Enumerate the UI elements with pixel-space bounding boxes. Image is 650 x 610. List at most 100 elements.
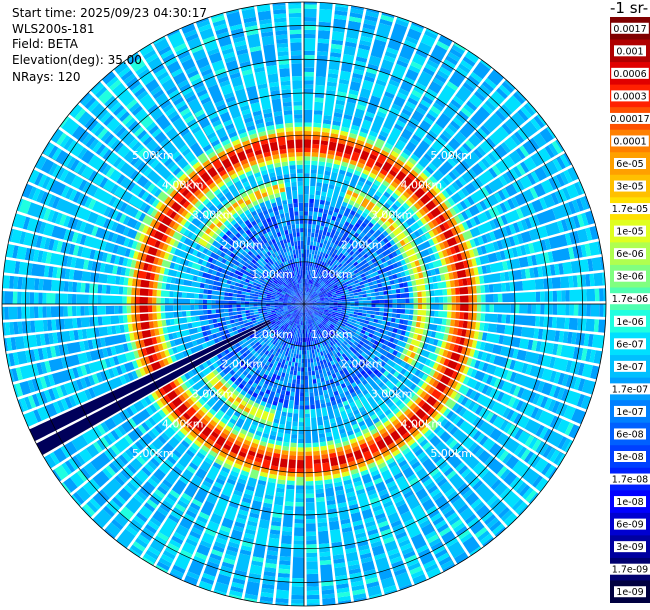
ray-cells [298,202,304,283]
ray-cells [207,308,263,320]
ray-cells [202,299,304,304]
ray-cells [280,331,295,369]
ray-cells [149,218,176,237]
ray-cells [40,158,260,282]
ray-cells [232,293,275,301]
ray-cells [268,444,282,480]
ray-cells [412,315,451,326]
ray-cells [420,382,428,390]
ray-cells [305,223,312,279]
ray-cells [295,305,300,307]
ray-cells [12,245,247,295]
ray-cells [287,446,297,481]
ray-cells [410,240,473,268]
colorbar-label: 0.0003 [613,91,646,102]
ray-cells [247,310,299,364]
ray-cells [277,136,287,154]
ray-cells [135,287,141,296]
ray-cells [346,359,495,547]
ray-cells [294,130,303,157]
ray-cells [312,379,317,384]
ray-cells [323,22,425,254]
ray-cells [308,304,397,313]
ray-cells [448,343,468,355]
ray-cells [139,356,173,377]
ray-cells [338,406,395,545]
ray-cells [75,371,205,466]
ray-cells [309,310,367,376]
ray-cells [251,274,301,303]
ray-cells [256,242,297,295]
ray-cells [222,320,286,375]
ray-cells [374,161,383,169]
ray-cells [203,396,242,450]
ray-cells [344,193,352,200]
ray-cells [219,245,304,304]
ray-cells [154,240,161,249]
ray-cells [285,233,304,304]
ray-cells [220,304,304,357]
ray-cells [310,309,380,369]
ray-cells [316,305,325,309]
ray-cells [198,293,283,303]
ray-cells [310,408,331,557]
ray-cells [140,279,150,288]
colorbar-label-bg [614,360,646,372]
ray-cells [8,228,231,289]
ray-cells [309,237,318,271]
ray-cells [366,295,385,301]
ray-cells [313,127,321,132]
colorbar-label: 3e-09 [616,542,643,553]
ray-cells [216,331,258,360]
ray-cells [214,399,255,466]
colorbar-label: 0.0017 [613,24,646,35]
ray-cells [185,167,235,223]
ray-cells [261,143,271,154]
ray-cells [341,132,358,168]
ray-cells [440,365,447,374]
ray-cells [452,268,471,279]
ray-cells [220,304,300,322]
ray-cells [409,402,433,426]
ray-cells [319,310,375,335]
ray-cells [276,132,288,159]
ray-cells [264,337,280,356]
ray-cells [321,458,330,464]
ray-cells [234,314,287,348]
ray-cells [421,373,542,452]
ray-cells [249,408,276,480]
colorbar-label-bg [614,45,646,57]
ray-cells [308,303,313,304]
elevation-label: Elevation(deg): 35.00 [12,53,142,67]
ray-cells [242,410,269,473]
ray-cells [335,330,539,504]
ray-cells [253,224,277,258]
ray-cells [411,321,484,341]
ray-cells [320,449,332,476]
ray-cells [132,417,229,552]
ray-cells [333,377,416,560]
ray-cells [177,403,188,415]
ray-cells [252,311,301,399]
ray-cells [193,400,267,565]
ray-cells [304,251,398,304]
ray-cells [251,306,296,321]
ray-cells [294,314,298,319]
range-label: 4.00km [401,179,443,192]
ray-cells [125,386,242,537]
ray-cells [424,384,450,405]
colorbar-label-bg [611,22,649,34]
ray-cells [313,312,348,346]
ray-cells [459,295,469,303]
ray-cells [277,475,286,481]
ray-cells [126,305,132,314]
ray-cells [283,324,301,409]
ray-cells [261,205,300,293]
colorbar-label-bg [614,248,646,260]
ray-cells [231,139,252,173]
ray-cells [332,310,399,329]
ray-cells [385,187,394,195]
ray-cells [258,211,266,222]
ray-cells [401,182,444,221]
ray-cells [390,164,412,189]
